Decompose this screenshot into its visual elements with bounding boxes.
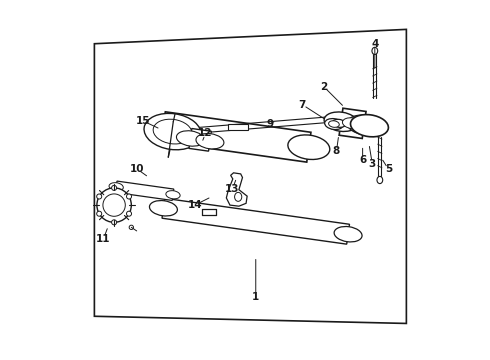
Ellipse shape xyxy=(166,191,180,199)
Ellipse shape xyxy=(324,112,358,131)
Text: 8: 8 xyxy=(333,146,340,156)
Text: 4: 4 xyxy=(371,39,378,49)
Polygon shape xyxy=(95,30,406,323)
Polygon shape xyxy=(228,124,247,130)
Ellipse shape xyxy=(129,225,133,229)
Ellipse shape xyxy=(144,113,201,150)
Ellipse shape xyxy=(153,119,192,144)
Text: 6: 6 xyxy=(359,155,366,165)
Ellipse shape xyxy=(347,115,381,135)
Text: 11: 11 xyxy=(96,234,111,244)
Ellipse shape xyxy=(176,131,204,146)
Text: 5: 5 xyxy=(385,164,392,174)
Ellipse shape xyxy=(372,47,378,54)
Text: 10: 10 xyxy=(130,164,145,174)
Ellipse shape xyxy=(288,135,330,159)
Ellipse shape xyxy=(97,188,131,222)
Ellipse shape xyxy=(350,114,389,137)
Ellipse shape xyxy=(235,192,242,201)
Text: 3: 3 xyxy=(368,159,376,169)
Ellipse shape xyxy=(97,211,102,216)
Text: 12: 12 xyxy=(198,129,213,138)
Ellipse shape xyxy=(126,211,131,216)
Ellipse shape xyxy=(325,118,343,130)
Ellipse shape xyxy=(149,201,177,216)
Ellipse shape xyxy=(364,126,372,130)
Text: 13: 13 xyxy=(225,184,240,194)
Ellipse shape xyxy=(377,176,383,184)
Ellipse shape xyxy=(343,118,363,129)
Polygon shape xyxy=(189,129,211,151)
Ellipse shape xyxy=(332,119,346,127)
Text: 14: 14 xyxy=(188,200,202,210)
Polygon shape xyxy=(115,181,174,201)
Text: 1: 1 xyxy=(252,292,259,302)
Text: 9: 9 xyxy=(267,120,274,129)
Ellipse shape xyxy=(112,185,117,190)
Ellipse shape xyxy=(103,194,125,216)
Text: 15: 15 xyxy=(136,116,150,126)
Text: 2: 2 xyxy=(320,82,327,92)
Ellipse shape xyxy=(126,194,131,199)
Polygon shape xyxy=(226,173,247,206)
Ellipse shape xyxy=(355,124,365,130)
Ellipse shape xyxy=(334,226,362,242)
Ellipse shape xyxy=(196,134,224,149)
Ellipse shape xyxy=(329,121,339,127)
Ellipse shape xyxy=(97,194,102,199)
Text: 7: 7 xyxy=(299,100,306,110)
Ellipse shape xyxy=(109,183,123,191)
Polygon shape xyxy=(162,198,349,244)
Polygon shape xyxy=(339,108,366,139)
Ellipse shape xyxy=(112,220,117,225)
Polygon shape xyxy=(161,112,311,162)
